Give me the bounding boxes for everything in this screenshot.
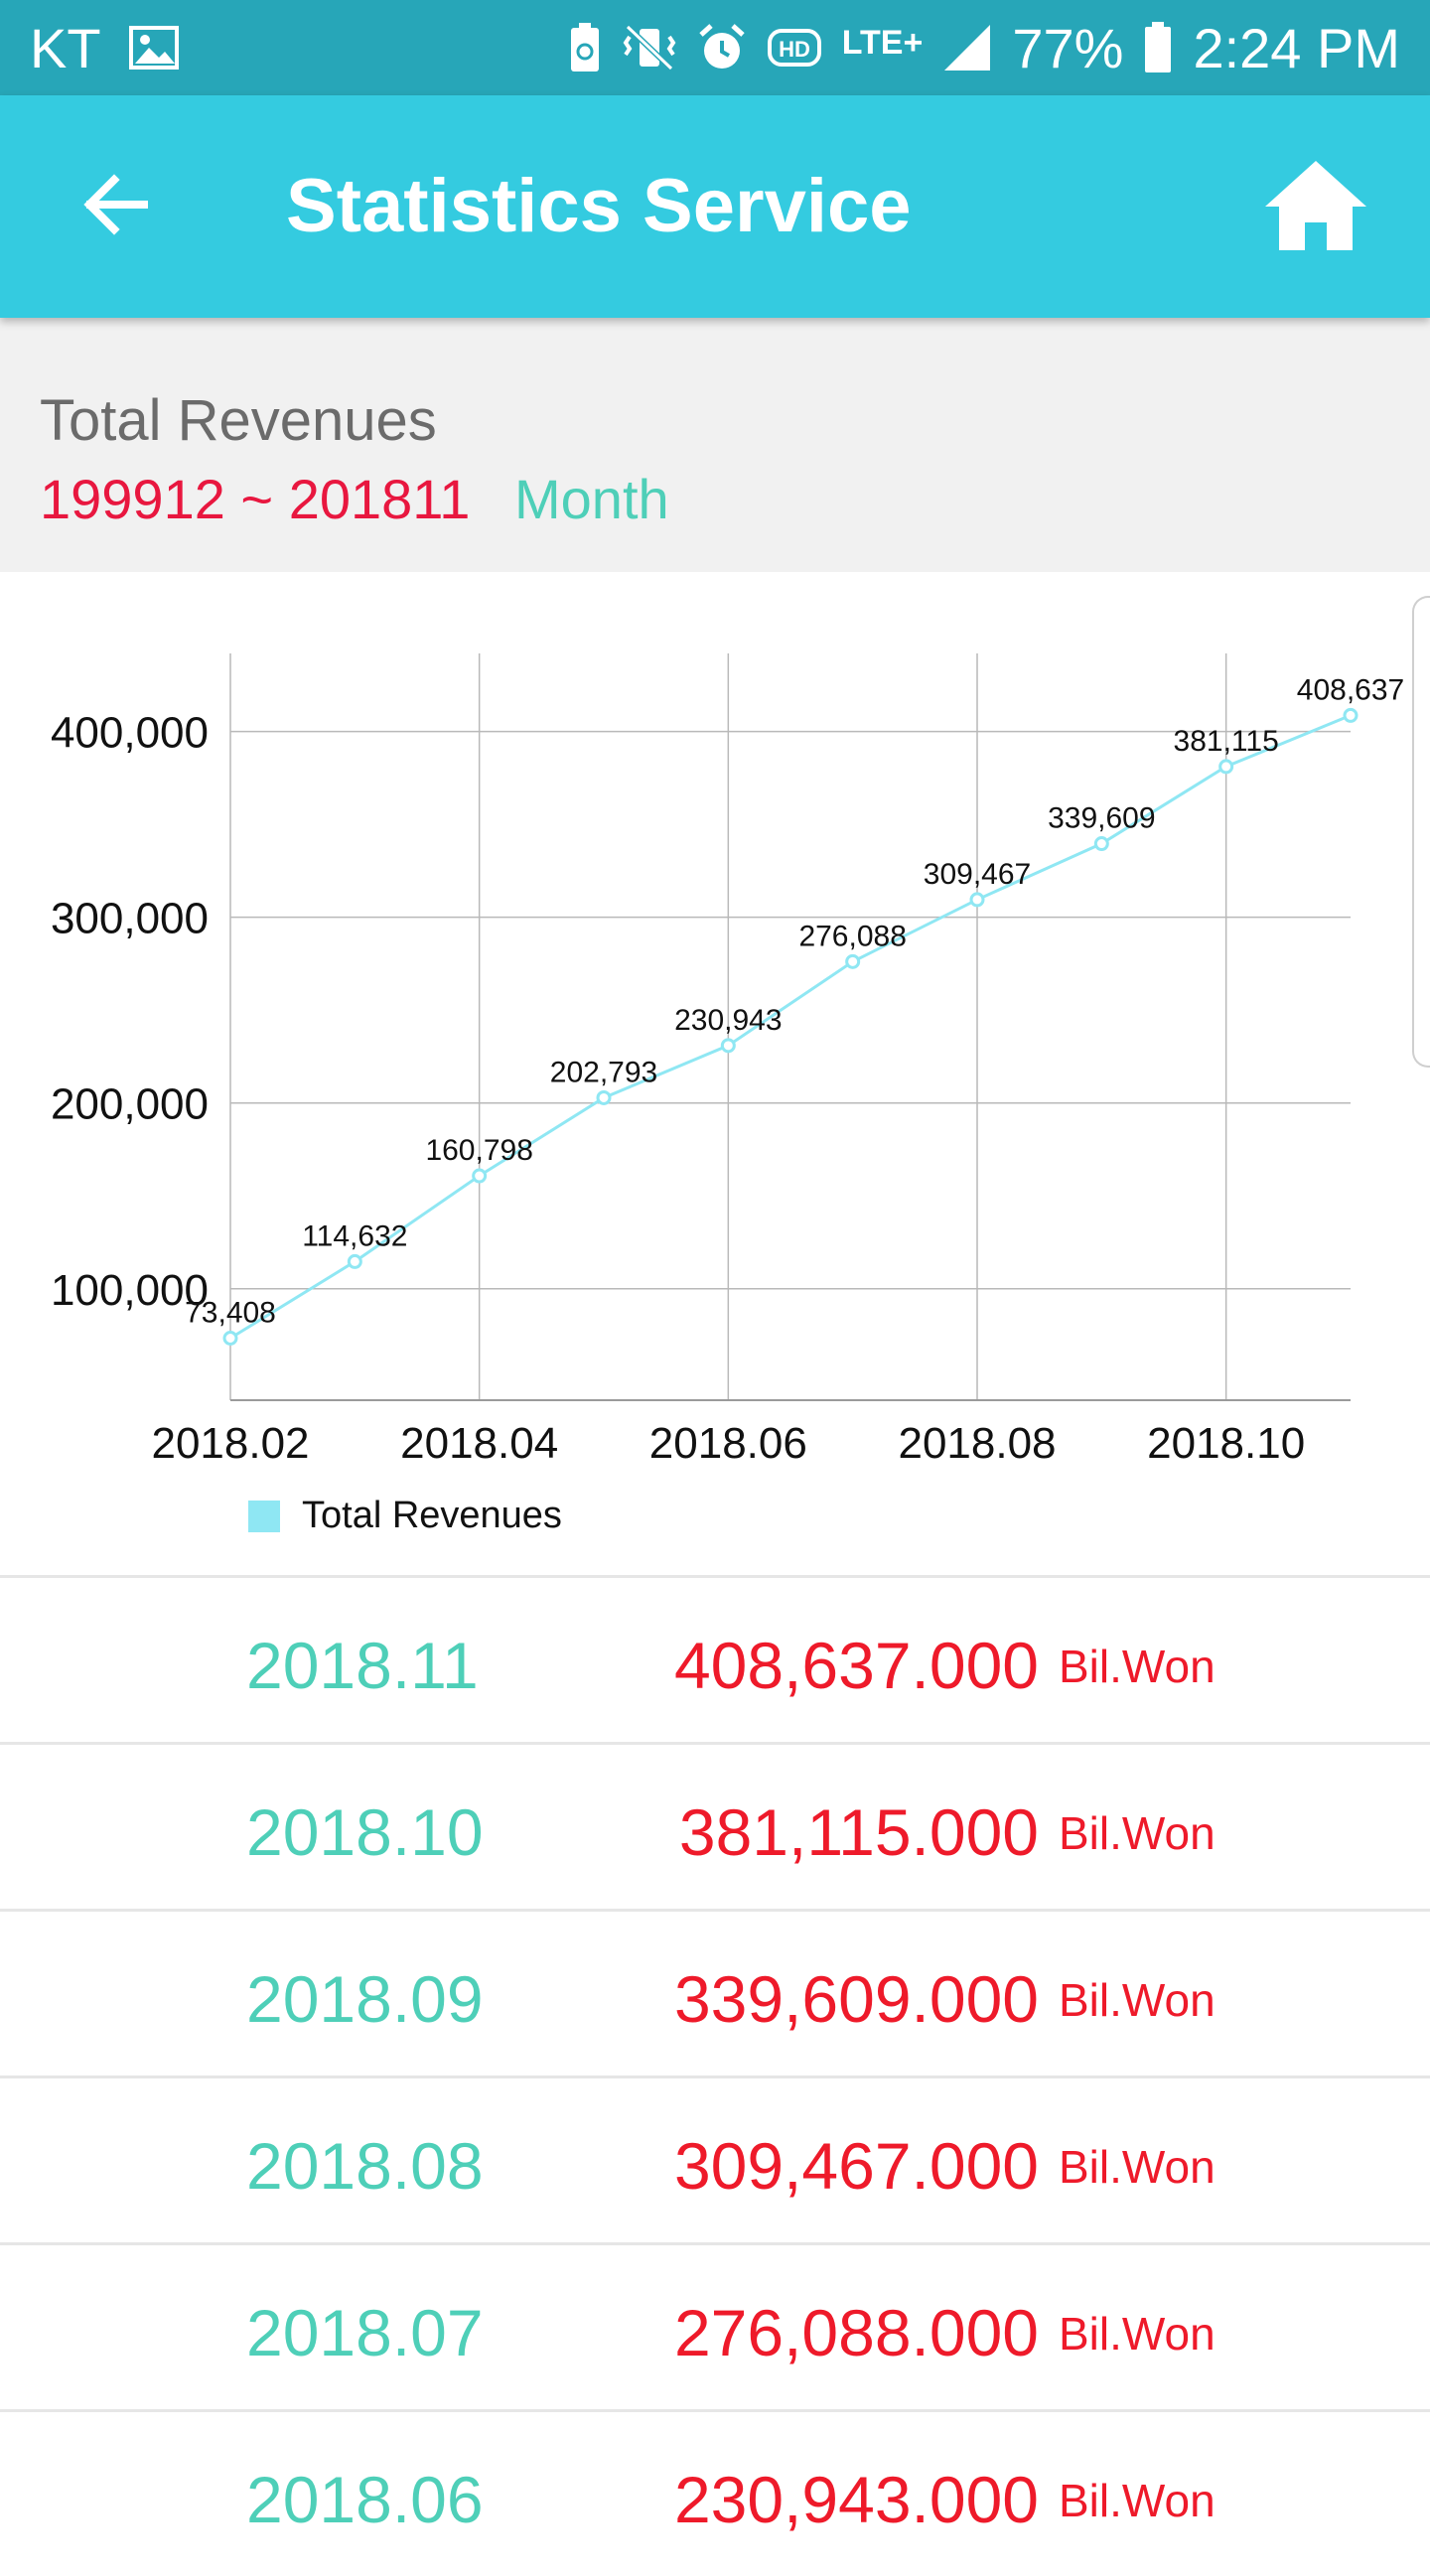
row-date: 2018.06: [246, 2463, 484, 2536]
revenue-list[interactable]: 2018.11 408,637.000 Bil.Won 2018.10 381,115.…: [0, 1575, 1430, 2576]
summary-title: Total Revenues: [40, 388, 437, 453]
row-unit: Bil.Won: [1059, 1641, 1216, 1692]
data-label: 309,467: [924, 858, 1031, 891]
date-range[interactable]: 199912 ~ 201811: [40, 468, 471, 530]
data-point: [720, 1038, 736, 1054]
home-button[interactable]: [1251, 145, 1380, 264]
data-label: 160,798: [425, 1134, 532, 1167]
data-label: 202,793: [550, 1056, 657, 1088]
data-point: [222, 1331, 238, 1347]
row-value: 339,609.000: [673, 1962, 1039, 2036]
row-date: 2018.10: [246, 1795, 484, 1869]
data-point: [845, 953, 861, 969]
lte-icon: LTE+: [841, 23, 924, 62]
svg-text:HD: HD: [779, 37, 810, 62]
data-point: [596, 1089, 612, 1105]
hd-voice-icon: HD: [767, 26, 822, 70]
row-value: 381,115.000: [678, 1795, 1039, 1869]
legend-swatch: [248, 1500, 280, 1532]
row-value: 309,467.000: [673, 2129, 1039, 2203]
battery-saver-icon: [568, 22, 602, 73]
y-tick-label: 400,000: [51, 709, 209, 758]
clock: 2:24 PM: [1193, 16, 1400, 79]
chart-legend: Total Revenues: [248, 1495, 562, 1537]
battery-percentage: 77%: [1012, 16, 1124, 79]
data-label: 230,943: [674, 1004, 782, 1037]
carrier-label: KT: [30, 16, 101, 79]
period-selector[interactable]: Month: [514, 468, 669, 530]
list-item[interactable]: 2018.06 230,943.000 Bil.Won: [0, 2409, 1430, 2576]
data-label: 276,088: [798, 920, 906, 952]
app-title: Statistics Service: [286, 164, 912, 248]
row-value: 276,088.000: [673, 2296, 1039, 2369]
row-date: 2018.11: [246, 1629, 479, 1702]
data-point: [1093, 836, 1109, 852]
list-item[interactable]: 2018.09 339,609.000 Bil.Won: [0, 1909, 1430, 2075]
row-date: 2018.09: [246, 1962, 484, 2036]
summary-header: Total Revenues 199912 ~ 201811 Month: [0, 318, 1430, 572]
series-line-total-revenues: [229, 714, 1352, 1340]
image-icon: [128, 26, 179, 70]
row-value: 230,943.000: [673, 2463, 1039, 2536]
x-tick-label: 2018.08: [898, 1419, 1056, 1468]
row-value: 408,637.000: [673, 1629, 1039, 1702]
list-item[interactable]: 2018.10 381,115.000 Bil.Won: [0, 1742, 1430, 1909]
data-label: 73,408: [185, 1297, 276, 1330]
row-unit: Bil.Won: [1059, 2141, 1216, 2193]
data-label: 408,637: [1297, 673, 1404, 706]
list-item[interactable]: 2018.11 408,637.000 Bil.Won: [0, 1575, 1430, 1742]
signal-icon: [942, 23, 992, 72]
data-point: [347, 1253, 362, 1269]
arrow-left-icon: [83, 174, 148, 235]
row-unit: Bil.Won: [1059, 1807, 1216, 1859]
row-unit: Bil.Won: [1059, 2475, 1216, 2526]
data-point: [472, 1168, 488, 1184]
list-item[interactable]: 2018.07 276,088.000 Bil.Won: [0, 2242, 1430, 2409]
scroll-handle[interactable]: [1412, 596, 1430, 1068]
alarm-icon: [697, 23, 747, 72]
row-unit: Bil.Won: [1059, 1974, 1216, 2026]
status-bar-left: KT: [30, 16, 179, 80]
y-tick-label: 200,000: [51, 1080, 209, 1129]
row-unit: Bil.Won: [1059, 2308, 1216, 2360]
status-bar-right: HD LTE+ 77% 2:24 PM: [568, 16, 1400, 80]
y-tick-label: 100,000: [51, 1266, 209, 1315]
data-label: 114,632: [302, 1219, 407, 1252]
battery-icon: [1143, 21, 1173, 74]
data-point: [969, 892, 985, 908]
data-point: [1343, 707, 1358, 723]
y-tick-label: 300,000: [51, 895, 209, 943]
data-label: 339,609: [1048, 802, 1155, 835]
legend-label: Total Revenues: [302, 1495, 562, 1536]
data-label: 381,115: [1174, 725, 1279, 758]
chart-area: 100,000 200,000 300,000 400,000 2018.02 2018.…: [0, 572, 1430, 1575]
row-date: 2018.08: [246, 2129, 484, 2203]
row-date: 2018.07: [246, 2296, 484, 2369]
vibrate-mute-icon: [622, 23, 677, 72]
revenue-line-chart: 100,000 200,000 300,000 400,000 2018.02 2018.…: [51, 653, 1404, 1468]
x-tick-label: 2018.04: [400, 1419, 558, 1468]
x-tick-label: 2018.06: [649, 1419, 807, 1468]
list-item[interactable]: 2018.08 309,467.000 Bil.Won: [0, 2075, 1430, 2242]
home-icon: [1265, 161, 1366, 250]
x-tick-label: 2018.02: [151, 1419, 309, 1468]
back-button[interactable]: [56, 145, 175, 264]
status-bar: KT HD LTE+ 77% 2:24 PM: [0, 0, 1430, 95]
data-point: [1218, 759, 1234, 775]
app-bar: Statistics Service: [0, 95, 1430, 318]
x-tick-label: 2018.10: [1147, 1419, 1305, 1468]
